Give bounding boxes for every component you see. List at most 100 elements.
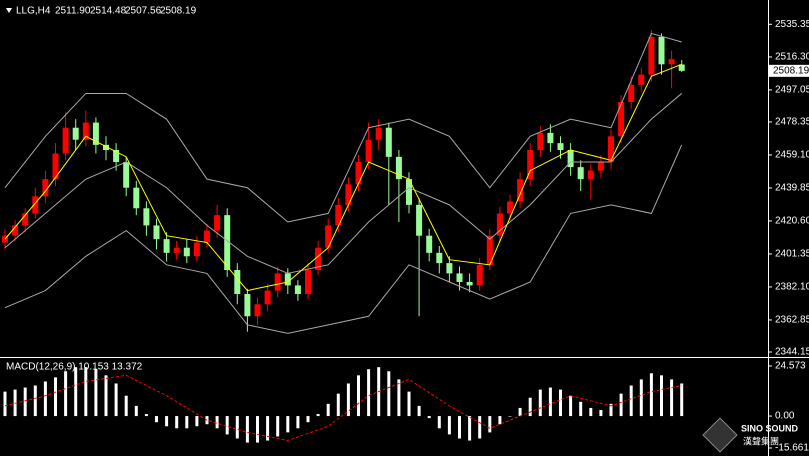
macd-bar	[680, 383, 684, 417]
candle-body	[678, 64, 685, 71]
macd-bar	[639, 379, 643, 417]
candle-body	[638, 74, 645, 85]
candle-body	[587, 170, 594, 180]
logo-mark	[702, 417, 738, 453]
candle-body	[537, 132, 544, 151]
macd-bar	[629, 385, 633, 417]
macd-bar	[498, 416, 502, 425]
macd-bar	[286, 416, 290, 433]
macd-bar	[538, 389, 542, 417]
candle-body	[567, 150, 574, 168]
macd-bar	[43, 381, 47, 417]
y-tick-label: 2362.85	[775, 315, 809, 326]
symbol: LLG,H4	[16, 6, 51, 17]
macd-bar	[256, 416, 259, 443]
macd-bar	[518, 407, 522, 417]
macd-bar	[609, 403, 613, 417]
macd-bar	[94, 369, 98, 417]
y-tick-label: 2439.85	[775, 183, 809, 194]
candle-body	[143, 208, 150, 226]
candle-body	[416, 204, 423, 236]
candle-body	[486, 235, 493, 265]
candle-body	[375, 127, 382, 140]
candle-body	[608, 136, 614, 163]
macd-tick-label: -15.661	[775, 443, 809, 454]
ohlc-open: 2511.90	[55, 6, 91, 17]
macd-bar	[33, 385, 37, 417]
y-tick-label: 2420.60	[775, 216, 809, 227]
macd-bar	[478, 416, 482, 439]
price-box	[769, 64, 809, 77]
candle-body	[628, 84, 635, 103]
candle-body	[224, 215, 231, 270]
candle-body	[466, 281, 473, 286]
candle-body	[42, 179, 49, 197]
logo-name: SINO SOUND	[741, 423, 799, 433]
macd-bar	[296, 416, 300, 429]
macd-bar	[155, 416, 158, 423]
macd-label: MACD(12,26,9) 10.153 13.372	[6, 362, 143, 373]
macd-bar	[579, 401, 583, 417]
candle-body	[395, 156, 402, 180]
candle-body	[22, 213, 29, 226]
candle-body	[577, 167, 584, 180]
candle-body	[547, 132, 554, 144]
candle-body	[234, 269, 241, 294]
indicator-line	[4, 63, 682, 292]
ohlc-high: 2514.48	[90, 6, 127, 17]
macd-bar	[528, 397, 532, 417]
macd-bar	[427, 416, 431, 419]
logo: SINO SOUND 漢聲集團	[702, 417, 799, 453]
macd-bar	[569, 395, 573, 417]
macd-bar	[468, 416, 472, 441]
candle-body	[12, 225, 19, 236]
candle-body	[32, 196, 39, 214]
candle-body	[92, 122, 99, 145]
macd-bar	[144, 414, 148, 417]
candle-body	[597, 162, 604, 171]
candle-body	[254, 304, 261, 317]
y-tick-label: 2497.05	[775, 85, 809, 96]
macd-tick-label: 24.573	[775, 361, 806, 372]
macd-bar	[397, 379, 401, 417]
candle-body	[456, 273, 463, 282]
candle-body	[305, 269, 311, 294]
candle-body	[72, 127, 79, 140]
macd-bar	[559, 389, 562, 417]
candle-body	[133, 187, 140, 209]
candle-body	[163, 239, 170, 253]
ohlc-low: 2507.56	[125, 6, 162, 17]
candle-body	[62, 127, 69, 154]
candle-body	[82, 122, 89, 140]
macd-bar	[417, 405, 421, 417]
candle-body	[284, 273, 291, 286]
y-tick-label: 2535.35	[775, 19, 809, 30]
macd-bar	[195, 416, 199, 427]
macd-bar	[649, 373, 653, 417]
candle-body	[517, 179, 524, 202]
macd-bar	[437, 416, 441, 429]
macd-bar	[619, 393, 623, 417]
macd-bar	[407, 391, 411, 417]
macd-bar	[3, 391, 7, 417]
macd-bar	[23, 387, 27, 417]
macd-bar	[114, 383, 118, 417]
candle-body	[325, 225, 332, 248]
candle-body	[426, 235, 433, 253]
macd-bar	[215, 416, 219, 429]
candle-body	[648, 36, 655, 75]
macd-bar	[134, 405, 138, 417]
macd-tick-label: 0.00	[775, 411, 795, 422]
indicator-line	[4, 144, 683, 334]
y-tick-label: 2459.10	[775, 150, 809, 161]
menu-arrow[interactable]	[6, 8, 12, 13]
candle-body	[345, 184, 352, 205]
candle-body	[52, 153, 59, 180]
y-tick-label: 2401.35	[775, 249, 809, 260]
macd-bar	[84, 367, 88, 417]
candle-body	[193, 242, 200, 257]
candle-body	[496, 213, 503, 236]
macd-bar	[104, 375, 108, 417]
y-tick-label: 2516.30	[775, 52, 809, 63]
